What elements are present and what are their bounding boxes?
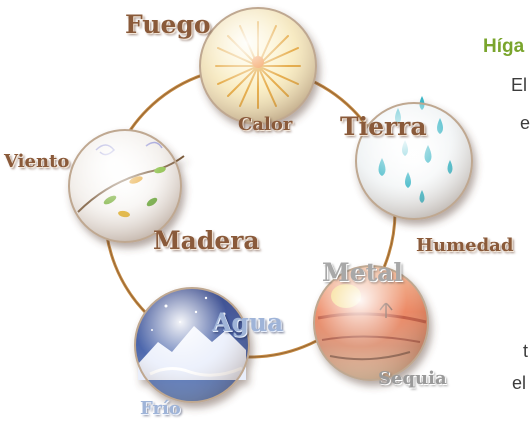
label-madera: Madera [153,226,260,255]
label-frio: Frío [140,398,181,419]
label-agua: Agua [212,308,284,337]
side-text-line-2: e [520,113,530,133]
metal-disc [313,265,429,381]
label-viento: Viento [4,151,70,172]
label-tierra: Tierra [340,112,427,141]
wood-disc [68,129,185,243]
label-fuego: Fuego [125,10,211,39]
label-calor: Calor [238,114,293,135]
side-text-line-3: t [523,341,529,361]
label-sequia: Sequia [378,368,447,389]
water-disc [134,287,250,403]
side-heading: Híga [483,36,525,57]
side-text-line-4: el [512,373,527,393]
earth-disc [355,96,473,220]
label-metal: Metal [322,258,403,287]
label-humedad: Humedad [416,235,514,256]
side-text-line-1: El [511,75,528,95]
fire-disc [199,7,317,125]
